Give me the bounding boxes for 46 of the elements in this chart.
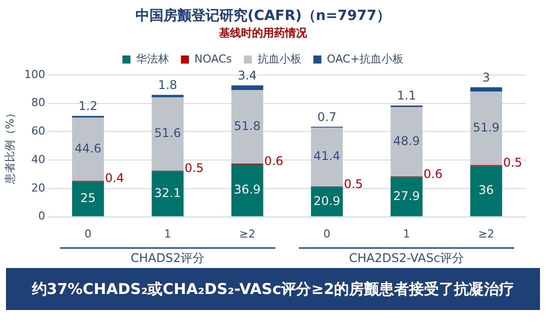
data-label: 0.5 [344, 176, 363, 191]
data-label: 0.4 [104, 171, 124, 186]
legend-label: OAC+抗血小板 [326, 52, 404, 66]
x-tick-label: 0 [84, 227, 92, 240]
data-label: 0.6 [423, 166, 443, 181]
x-tick-label: 0 [323, 227, 330, 240]
x-tick-label: 1 [403, 227, 410, 240]
chart-subtitle: 基线时的用药情况 [218, 26, 308, 40]
x-tick-label: 1 [164, 227, 172, 240]
data-label: 36 [478, 183, 494, 198]
legend-label: NOACs [194, 52, 232, 66]
data-label: 36.9 [234, 182, 261, 197]
data-label: 1.8 [158, 78, 178, 92]
text: 约37%CHADS₂或CHA₂DS₂-VASc评分≥2的房颤患者接受了抗凝治疗 [6, 268, 540, 310]
y-axis-title: 患者比例（%） [3, 108, 16, 186]
x-tick-label: ≥2 [478, 227, 494, 240]
y-tick-label: 80 [31, 96, 46, 110]
data-label: 27.9 [393, 188, 420, 203]
data-label: 41.4 [314, 149, 340, 164]
data-label: 51.6 [154, 126, 182, 140]
data-label: 3.4 [238, 68, 257, 82]
data-label: 25 [80, 190, 96, 205]
data-label: 3 [482, 70, 490, 84]
text: CHADS2评分 [130, 251, 205, 266]
data-label: 48.9 [393, 134, 420, 148]
data-label: 0.5 [184, 161, 204, 176]
y-tick-label: 40 [31, 152, 46, 166]
data-label: 0.6 [264, 154, 284, 168]
y-tick-label: 0 [38, 210, 46, 223]
text: CHA2DS2-VASc评分 [348, 251, 464, 266]
y-tick-label: 100 [24, 68, 46, 81]
data-label: 20.9 [314, 194, 340, 208]
legend-label: 抗血小板 [257, 52, 302, 66]
data-label: 51.9 [472, 120, 500, 134]
data-label: 32.1 [154, 186, 182, 200]
data-label: 44.6 [74, 141, 102, 156]
data-label: 51.8 [234, 119, 261, 134]
data-label: 0.7 [317, 110, 336, 124]
chart-title: 中国房颤登记研究(CAFR)（n=7977） [136, 7, 390, 24]
data-label: 1.2 [78, 98, 98, 113]
data-label: 1.1 [397, 88, 416, 103]
y-tick-label: 20 [31, 181, 46, 194]
legend-label: 华法林 [136, 52, 169, 66]
data-label: 0.5 [503, 156, 522, 170]
x-tick-label: ≥2 [239, 227, 256, 240]
y-tick-label: 60 [31, 124, 46, 138]
